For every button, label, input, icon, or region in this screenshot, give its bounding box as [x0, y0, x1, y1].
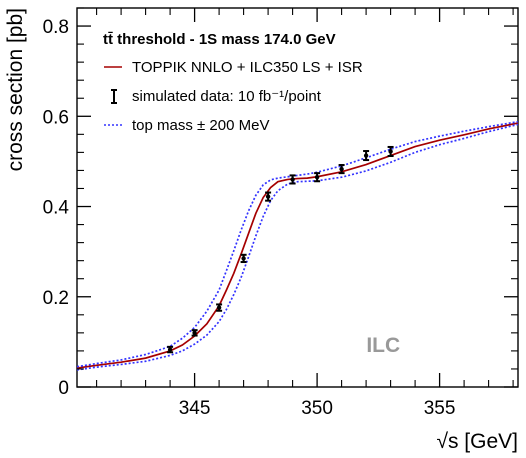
- x-tick-label: 355: [424, 398, 456, 419]
- data-point: [314, 172, 321, 183]
- legend-label-model: TOPPIK NNLO + ILC350 LS + ISR: [132, 59, 363, 76]
- legend-label-mass-band: top mass ± 200 MeV: [132, 117, 269, 134]
- data-point: [363, 150, 370, 162]
- ticks-layer: 345 350 355 0 0.2 0.4 0.6 0.8: [43, 7, 518, 419]
- y-tick-label: 0.6: [43, 107, 69, 128]
- data-point: [338, 164, 345, 175]
- data-points-layer: [167, 145, 394, 354]
- y-tick-label: 0.8: [43, 17, 69, 38]
- ilc-watermark: ILC: [366, 334, 400, 357]
- data-point: [240, 253, 247, 264]
- y-tick-label: 0: [58, 378, 69, 399]
- legend-label-data: simulated data: 10 fb⁻¹/point: [132, 88, 322, 105]
- data-point: [191, 329, 198, 337]
- y-tick-label: 0.2: [43, 288, 69, 309]
- legend: tt̄ threshold - 1S mass 174.0 GeV TOPPIK…: [103, 31, 363, 134]
- data-point: [387, 145, 394, 157]
- plot-frame: [76, 7, 519, 388]
- legend-title: tt̄ threshold - 1S mass 174.0 GeV: [103, 31, 336, 48]
- series-line-mass-variation-1: [76, 120, 519, 368]
- series-layer: [76, 120, 519, 371]
- data-point: [216, 303, 223, 312]
- data-point: [265, 191, 272, 202]
- x-tick-label: 350: [301, 398, 333, 419]
- data-point: [167, 345, 174, 354]
- series-line-mass-variation-2: [76, 123, 519, 371]
- x-axis-title: √s [GeV]: [436, 430, 518, 453]
- legend-swatch-errorbar: [111, 89, 117, 104]
- data-point: [289, 174, 296, 185]
- y-tick-label: 0.4: [43, 198, 70, 219]
- x-tick-label: 345: [179, 398, 211, 419]
- y-axis-title: cross section [pb]: [4, 8, 27, 171]
- series-line-model: [76, 122, 519, 369]
